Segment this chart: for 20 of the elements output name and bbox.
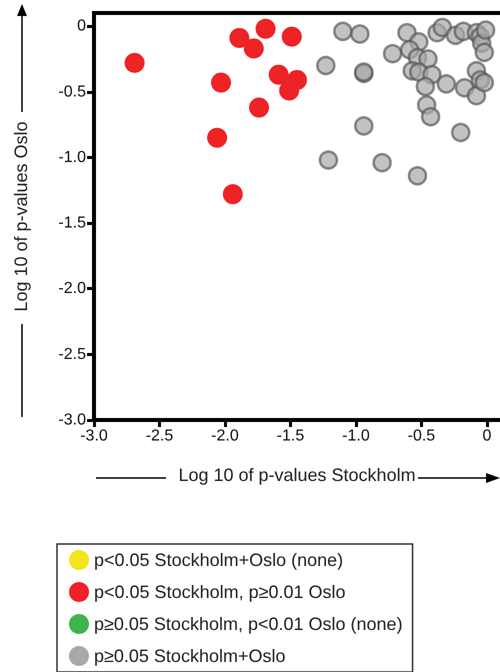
y-axis-title: Log 10 of p-values Oslo <box>11 121 31 312</box>
x-axis-title: Log 10 of p-values Stockholm <box>178 465 416 485</box>
y-tick-label: -2.0 <box>58 280 86 298</box>
y-tick-label: -1.0 <box>58 148 86 166</box>
x-tick-label: -1.0 <box>342 428 370 444</box>
y-tick-label: -0.5 <box>58 83 86 100</box>
x-tick-label: -2.5 <box>146 428 174 444</box>
legend-label: p<0.05 Stockholm+Oslo (none) <box>94 550 344 570</box>
x-tick-label: 0 <box>482 428 492 444</box>
legend-label: p<0.05 Stockholm, p≥0.01 Oslo <box>94 582 346 602</box>
x-tick-label: -2.0 <box>211 428 239 444</box>
legend-label: p≥0.05 Stockholm, p<0.01 Oslo (none) <box>94 614 403 634</box>
y-tick-label: -2.5 <box>58 346 86 363</box>
x-tick-label: -0.5 <box>408 428 436 444</box>
legend-label: p≥0.05 Stockholm+Oslo <box>94 646 286 666</box>
y-tick-label: -1.5 <box>58 214 86 232</box>
y-tick-label: 0 <box>77 18 86 35</box>
x-tick-label: -1.5 <box>276 428 304 444</box>
x-tick-label: -3.0 <box>80 428 108 444</box>
y-tick-label: -3.0 <box>58 412 86 428</box>
